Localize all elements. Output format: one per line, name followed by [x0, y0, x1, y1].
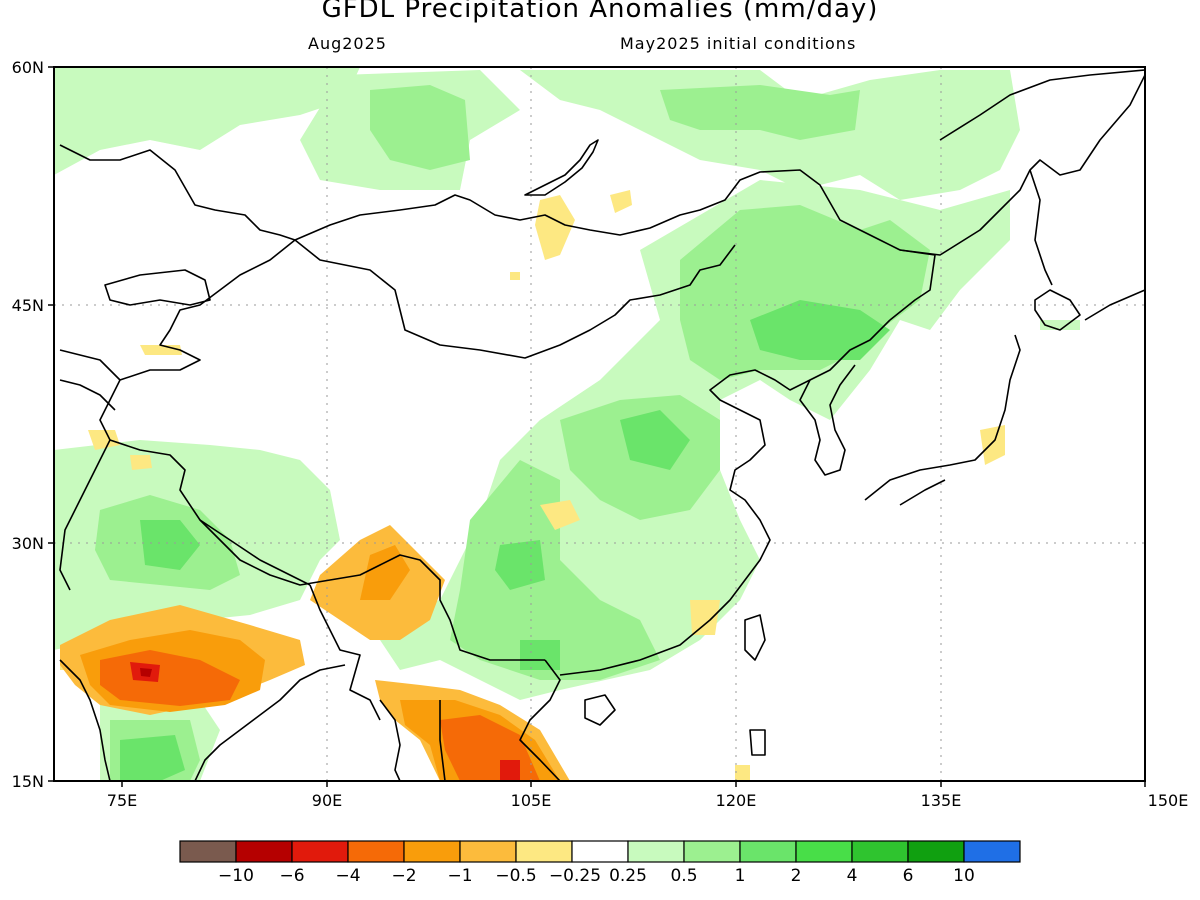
- anomaly-dark-red: [140, 668, 152, 677]
- legend-swatch: [403, 840, 461, 863]
- legend-swatch: [739, 840, 797, 863]
- map-frame: [53, 66, 1146, 782]
- legend-swatch: [627, 840, 685, 863]
- legend-swatch: [683, 840, 741, 863]
- legend-swatch: [571, 840, 629, 863]
- legend-swatch: [515, 840, 573, 863]
- tick-marks: [48, 66, 1146, 787]
- legend-label: 0.25: [609, 866, 647, 886]
- legend-label: 1: [735, 866, 746, 886]
- init-conditions-label: May2025 initial conditions: [620, 34, 857, 53]
- legend-label: 2: [791, 866, 802, 886]
- lon-tick-label: 150E: [1148, 791, 1189, 810]
- legend-swatch: [179, 840, 237, 863]
- coastlines-borders: [59, 69, 1145, 781]
- legend-swatch: [907, 840, 965, 863]
- legend-labels: −10 −6 −4 −2 −1 −0.5 −0.25 0.25 0.5 1 2 …: [218, 866, 975, 886]
- lon-tick-label: 105E: [511, 791, 552, 810]
- legend-swatch: [235, 840, 293, 863]
- lat-tick-label: 60N: [12, 58, 44, 77]
- legend-swatch: [963, 840, 1021, 863]
- lat-tick-label: 30N: [12, 534, 44, 553]
- lon-tick-label: 75E: [107, 791, 137, 810]
- lon-tick-label: 120E: [716, 791, 757, 810]
- lat-tick-labels: 60N 45N 30N 15N: [12, 58, 44, 791]
- legend-label: −0.25: [549, 866, 601, 886]
- legend-label: 4: [847, 866, 858, 886]
- lat-tick-label: 15N: [12, 772, 44, 791]
- legend-label: −1: [447, 866, 472, 886]
- legend-colorbar: [179, 840, 1021, 863]
- legend-label: −0.5: [495, 866, 536, 886]
- lat-tick-label: 45N: [12, 296, 44, 315]
- lon-tick-labels: 75E 90E 105E 120E 135E 150E: [107, 791, 1189, 810]
- anomaly-yellow: [60, 190, 1005, 781]
- legend-swatch: [851, 840, 909, 863]
- legend-label: 6: [903, 866, 914, 886]
- legend-swatch: [459, 840, 517, 863]
- lon-tick-label: 90E: [312, 791, 342, 810]
- legend-swatch: [291, 840, 349, 863]
- anomaly-green: [120, 300, 890, 781]
- legend-swatch: [347, 840, 405, 863]
- legend-label: −6: [279, 866, 304, 886]
- legend-label: 10: [953, 866, 975, 886]
- legend-label: −4: [335, 866, 360, 886]
- valid-month-label: Aug2025: [308, 34, 387, 53]
- legend-swatch: [795, 840, 853, 863]
- lon-tick-label: 135E: [921, 791, 962, 810]
- legend-label: −10: [218, 866, 254, 886]
- gridlines: [54, 67, 1145, 781]
- legend-label: −2: [391, 866, 416, 886]
- map-title: GFDL Precipitation Anomalies (mm/day): [321, 0, 879, 24]
- legend-label: 0.5: [670, 866, 697, 886]
